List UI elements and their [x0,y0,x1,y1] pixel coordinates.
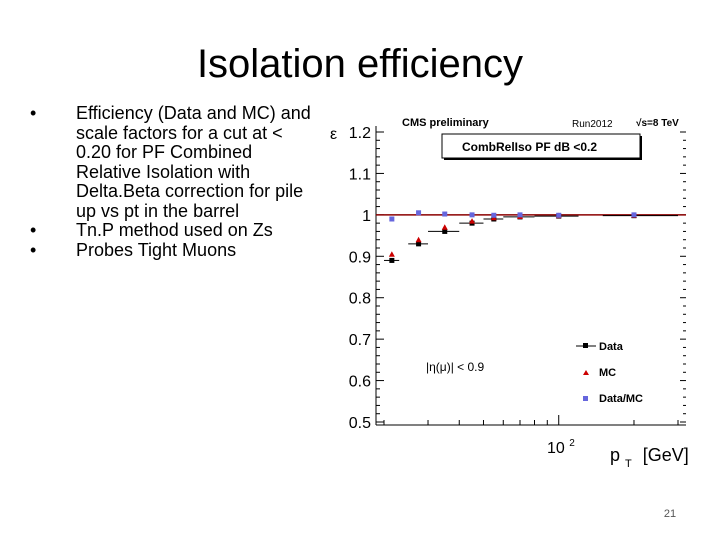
series-layer [384,210,678,263]
bullet-item: • Efficiency (Data and MC) and scale fac… [30,103,320,221]
mc-point [415,236,422,243]
data-mc-point [556,212,562,218]
data-point [389,257,395,263]
cut-label: CombRelIso PF dB <0.2 [462,140,597,154]
legend-mc-marker [583,370,589,375]
data-mc-point [469,212,475,218]
legend-data-marker [583,343,588,348]
x-tick-exp: 2 [569,438,575,449]
slide-title: Isolation efficiency [196,42,524,86]
bullet-dot: • [30,103,37,123]
bullet-text: Tn.P method used on Zs [76,220,273,240]
y-tick-label: 1 [362,208,371,225]
data-mc-point [631,212,637,218]
mc-point [469,218,476,224]
mc-point [441,224,448,230]
x-axis-label-main: p [610,445,620,465]
data-mc-point [389,216,395,222]
bullet-list: • Efficiency (Data and MC) and scale fac… [30,103,320,261]
data-mc-point [491,212,497,218]
x-tick-base: 10 [547,440,565,457]
efficiency-plot: CMS preliminary Run2012 √s=8 TeV CombRel… [330,117,689,471]
legend-data-label: Data [599,341,624,353]
mc-point [388,251,395,257]
x-tick-label: 10 2 [547,438,575,457]
data-point [416,241,422,247]
x-axis-label-sub: T [625,458,632,470]
bullet-item: • Tn.P method used on Zs [30,220,320,241]
chart-title: CMS preliminary [402,117,490,129]
legend-ratio-marker [583,396,588,401]
y-tick-label: 0.8 [349,291,371,308]
y-tick-label: 1.1 [349,166,371,183]
data-mc-point [416,210,422,216]
x-axis-label-unit: [GeV] [643,445,689,465]
right-ticks [680,131,686,423]
y-tick-label: 0.6 [349,374,371,391]
data-point [442,228,448,234]
legend-mc-label: MC [599,367,616,379]
bullet-item: • Probes Tight Muons [30,239,320,261]
x-axis-label: p T [GeV] [610,445,689,471]
y-ticks: 0.5 0.6 0.7 0.8 0.9 1 1.1 1.2 [349,125,384,432]
energy-label: √s=8 TeV [636,118,679,129]
y-tick-label: 0.7 [349,332,371,349]
page-number: 21 [663,508,677,520]
bullet-dot: • [30,239,37,260]
cut-label-box [441,133,641,159]
data-mc-point [517,212,523,218]
eta-label: |η(μ)| < 0.9 [426,360,484,374]
bullet-text: Efficiency (Data and MC) and scale facto… [76,103,311,221]
y-tick-label: 0.9 [349,249,371,266]
bullet-text: Probes Tight Muons [76,239,237,260]
y-tick-label: 0.5 [349,415,371,432]
x-ticks [383,415,679,425]
legend-ratio-label: Data/MC [599,393,643,405]
legend: Data MC Data/MC [576,341,643,405]
y-axis-label: ε [330,126,337,143]
data-mc-point [442,211,448,217]
bullet-dot: • [30,220,37,240]
y-tick-label: 1.2 [349,125,371,142]
axes [375,126,686,426]
run-label: Run2012 [572,119,613,130]
